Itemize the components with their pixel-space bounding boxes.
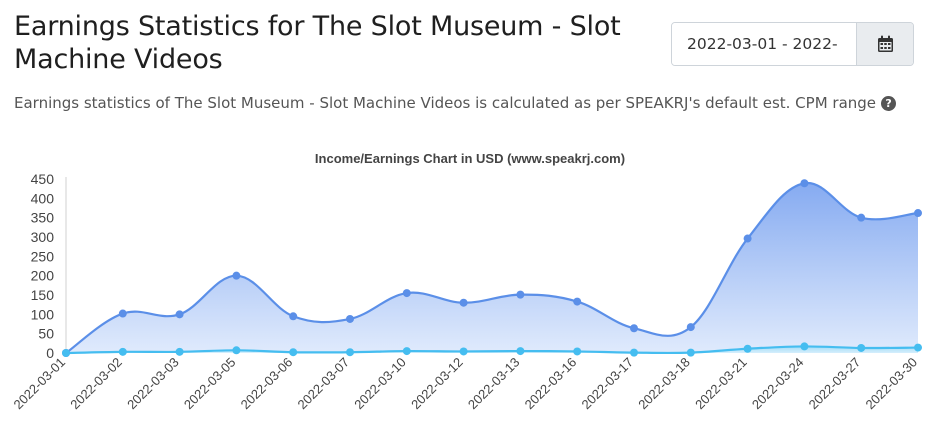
x-axis: 2022-03-01 2022-03-02 2022-03-03 2022-03-05… — [10, 355, 920, 413]
series-2-line — [65, 345, 919, 355]
series-1-point[interactable] — [630, 324, 638, 333]
y-axis: 0 50 100 150 200 250 300 350 400 450 — [31, 171, 67, 361]
series-2-point[interactable] — [118, 347, 127, 356]
y-tick-label: 200 — [31, 268, 55, 284]
series-2-point[interactable] — [630, 348, 638, 357]
x-tick-label: 2022-03-30 — [862, 355, 920, 413]
series-1-point[interactable] — [459, 298, 468, 307]
x-tick-label: 2022-03-03 — [124, 355, 182, 413]
y-tick-label: 250 — [31, 248, 55, 264]
x-tick-label: 2022-03-02 — [67, 355, 125, 413]
series-1-point[interactable] — [743, 234, 752, 243]
series-1-point[interactable] — [402, 289, 411, 298]
y-tick-label: 300 — [31, 229, 55, 245]
series-2-point[interactable] — [289, 348, 298, 357]
series-1-line — [65, 182, 919, 354]
x-tick-label: 2022-03-06 — [238, 355, 296, 413]
plot-area — [62, 179, 922, 357]
series-2-point[interactable] — [516, 347, 525, 356]
series-2-point[interactable] — [459, 347, 468, 356]
series-2-point[interactable] — [573, 347, 582, 356]
y-tick-label: 0 — [46, 345, 54, 361]
y-tick-label: 50 — [38, 326, 54, 342]
x-tick-label: 2022-03-13 — [465, 355, 523, 413]
series-1-point[interactable] — [573, 297, 582, 306]
series-2-point[interactable] — [857, 343, 866, 352]
series-1-point[interactable] — [800, 179, 809, 188]
x-tick-label: 2022-03-07 — [294, 355, 352, 413]
series-1-point[interactable] — [175, 310, 184, 319]
y-tick-label: 450 — [31, 171, 55, 187]
earnings-chart: Income/Earnings Chart in USD (www.speakr… — [10, 151, 922, 413]
date-range-input[interactable] — [672, 23, 856, 65]
y-tick-label: 100 — [31, 306, 55, 322]
calendar-icon — [877, 35, 893, 52]
series-1-point[interactable] — [857, 213, 866, 222]
subtitle-text: Earnings statistics of The Slot Museum -… — [14, 94, 877, 112]
series-2-point[interactable] — [743, 344, 752, 353]
y-tick-label: 400 — [31, 190, 55, 206]
series-2-point[interactable] — [402, 347, 411, 356]
x-tick-label: 2022-03-18 — [635, 355, 693, 413]
x-tick-label: 2022-03-24 — [749, 355, 807, 413]
series-2-point[interactable] — [175, 347, 184, 356]
x-tick-label: 2022-03-16 — [522, 355, 580, 413]
question-circle-icon[interactable]: ? — [881, 96, 897, 111]
series-2-point[interactable] — [800, 342, 809, 351]
series-1-point[interactable] — [914, 209, 922, 218]
x-tick-label: 2022-03-10 — [351, 355, 409, 413]
page-title: Earnings Statistics for The Slot Museum … — [14, 11, 621, 75]
x-tick-label: 2022-03-27 — [806, 355, 864, 413]
x-tick-label: 2022-03-17 — [578, 355, 636, 413]
series-1-point[interactable] — [118, 309, 127, 318]
series-1-point[interactable] — [232, 271, 241, 280]
y-tick-label: 350 — [31, 210, 55, 226]
series-1-area — [66, 182, 918, 353]
series-1-point[interactable] — [289, 312, 298, 321]
series-2-point[interactable] — [686, 348, 695, 357]
page-subtitle: Earnings statistics of The Slot Museum -… — [14, 94, 897, 112]
series-2-point[interactable] — [914, 343, 922, 352]
y-tick-label: 150 — [31, 287, 55, 303]
series-1-point[interactable] — [346, 314, 354, 323]
calendar-button[interactable] — [856, 23, 913, 65]
date-range-picker[interactable] — [671, 22, 914, 66]
series-1-point[interactable] — [516, 290, 525, 299]
series-2-point[interactable] — [62, 349, 70, 357]
x-tick-label: 2022-03-21 — [692, 355, 750, 413]
series-1-point[interactable] — [686, 323, 695, 332]
series-2-point[interactable] — [232, 346, 241, 355]
x-tick-label: 2022-03-01 — [10, 355, 68, 413]
x-tick-label: 2022-03-05 — [181, 355, 239, 413]
chart-title: Income/Earnings Chart in USD (www.speakr… — [315, 151, 625, 166]
series-2-point[interactable] — [346, 348, 354, 357]
x-tick-label: 2022-03-12 — [408, 355, 466, 413]
